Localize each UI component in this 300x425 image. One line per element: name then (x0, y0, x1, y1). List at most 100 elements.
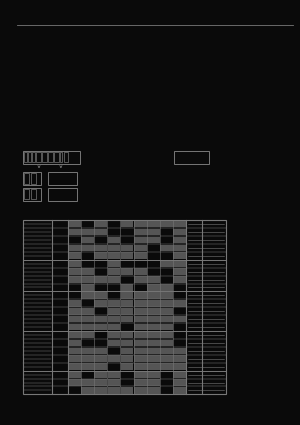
Bar (36, 152, 40, 162)
Bar (68, 371, 81, 378)
Bar (147, 221, 160, 227)
Bar (147, 379, 160, 386)
Bar (81, 308, 94, 314)
Bar (24, 173, 29, 184)
Bar (108, 244, 120, 251)
Bar (173, 371, 186, 378)
Bar (108, 316, 120, 323)
Bar (94, 221, 107, 227)
Bar (160, 221, 173, 227)
Bar (134, 221, 146, 227)
Bar (108, 379, 120, 386)
Bar (160, 292, 173, 299)
Bar (22, 172, 41, 185)
Bar (134, 363, 146, 370)
Bar (147, 363, 160, 370)
Bar (121, 316, 133, 323)
Bar (24, 189, 29, 199)
Bar (173, 261, 186, 267)
Bar (68, 300, 81, 307)
Bar (94, 300, 107, 307)
Bar (147, 316, 160, 323)
Bar (94, 324, 107, 330)
Bar (31, 173, 36, 184)
Bar (108, 355, 120, 362)
Bar (121, 292, 133, 299)
Bar (42, 152, 46, 162)
Bar (147, 355, 160, 362)
Bar (81, 268, 94, 275)
Bar (147, 300, 160, 307)
Bar (147, 324, 160, 330)
Bar (134, 229, 146, 235)
Bar (147, 237, 160, 243)
Bar (134, 355, 146, 362)
Bar (121, 244, 133, 251)
Bar (94, 229, 107, 235)
Bar (68, 244, 81, 251)
Bar (147, 340, 160, 346)
Bar (48, 152, 52, 162)
Bar (147, 292, 160, 299)
Bar (121, 348, 133, 354)
Bar (134, 292, 146, 299)
Bar (68, 348, 81, 354)
Bar (68, 229, 81, 235)
Bar (81, 379, 94, 386)
Bar (108, 252, 120, 259)
Bar (81, 244, 94, 251)
Bar (81, 316, 94, 323)
Bar (134, 371, 146, 378)
Bar (160, 316, 173, 323)
Bar (147, 276, 160, 283)
Bar (68, 261, 81, 267)
Bar (60, 152, 62, 162)
Bar (94, 316, 107, 323)
Bar (81, 324, 94, 330)
Bar (121, 387, 133, 394)
Bar (147, 371, 160, 378)
Bar (134, 308, 146, 314)
Bar (173, 221, 186, 227)
Bar (121, 308, 133, 314)
Bar (94, 379, 107, 386)
Bar (134, 324, 146, 330)
Bar (68, 221, 81, 227)
Bar (81, 229, 94, 235)
Bar (108, 387, 120, 394)
Bar (108, 261, 120, 267)
Bar (23, 220, 226, 394)
Bar (28, 152, 31, 162)
Bar (160, 355, 173, 362)
Bar (134, 340, 146, 346)
Bar (68, 308, 81, 314)
Bar (160, 300, 173, 307)
Bar (108, 332, 120, 338)
Bar (94, 292, 107, 299)
Bar (94, 387, 107, 394)
Bar (68, 363, 81, 370)
Bar (173, 355, 186, 362)
Bar (94, 276, 107, 283)
Bar (134, 348, 146, 354)
Bar (94, 244, 107, 251)
Bar (134, 276, 146, 283)
Bar (22, 188, 41, 201)
Bar (108, 308, 120, 314)
Bar (108, 324, 120, 330)
Bar (173, 379, 186, 386)
Bar (54, 152, 58, 162)
Bar (81, 276, 94, 283)
Bar (68, 355, 81, 362)
Bar (173, 300, 186, 307)
Bar (108, 340, 120, 346)
Bar (81, 332, 94, 338)
Bar (68, 316, 81, 323)
Bar (81, 355, 94, 362)
Bar (134, 300, 146, 307)
Bar (94, 363, 107, 370)
Bar (173, 316, 186, 323)
Bar (94, 355, 107, 362)
Bar (108, 300, 120, 307)
Bar (68, 276, 81, 283)
